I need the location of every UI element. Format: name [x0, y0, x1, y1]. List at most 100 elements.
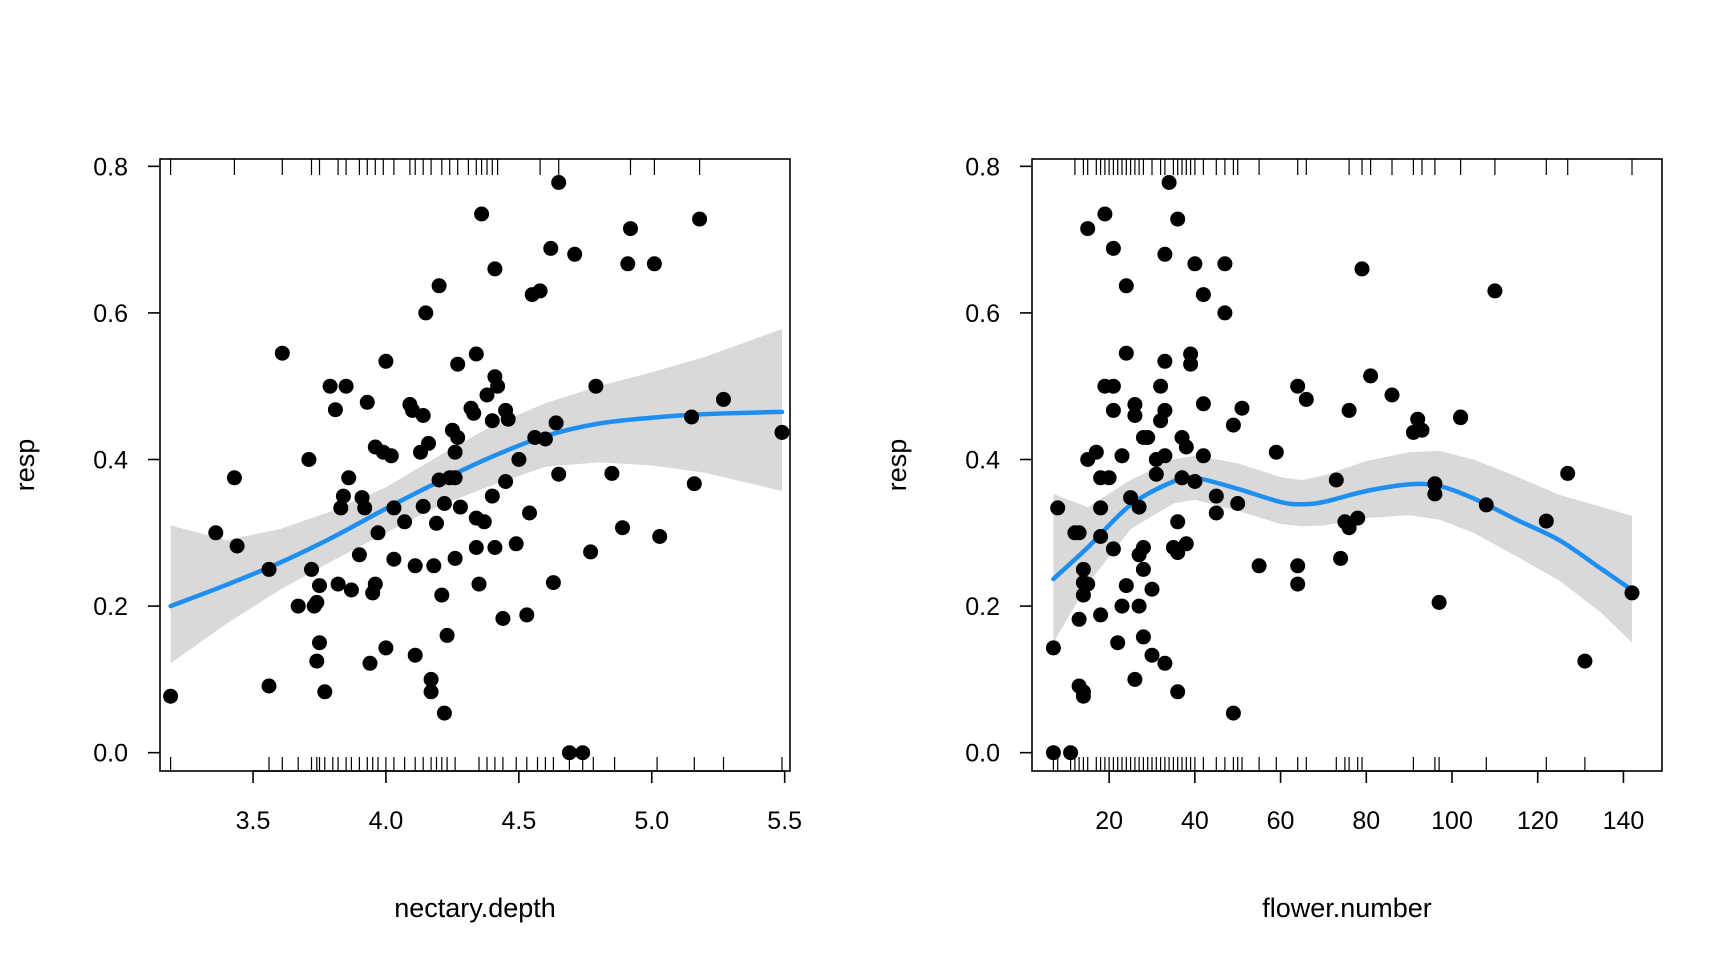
data-point	[1187, 256, 1203, 272]
data-point	[322, 378, 338, 394]
data-point	[1170, 684, 1186, 700]
data-point	[327, 402, 343, 418]
data-point	[692, 211, 708, 227]
data-point	[1118, 278, 1134, 294]
data-point	[359, 394, 375, 410]
data-point	[1268, 444, 1284, 460]
data-point	[1170, 211, 1186, 227]
data-point	[490, 378, 506, 394]
data-point	[1328, 472, 1344, 488]
data-point	[1414, 422, 1430, 438]
data-point	[1140, 430, 1156, 445]
y-tick-label: 0.8	[965, 153, 1000, 181]
data-point	[343, 582, 359, 598]
data-point	[226, 470, 242, 486]
y-tick-label: 0.0	[93, 740, 128, 768]
data-point	[1333, 550, 1349, 566]
data-point	[274, 345, 290, 361]
data-point	[1341, 402, 1357, 418]
smooth-fit-line	[168, 409, 785, 609]
data-point	[397, 514, 413, 530]
data-point	[498, 474, 514, 489]
plot-marks	[163, 159, 790, 771]
data-point	[423, 671, 439, 687]
y-tick-label: 0.6	[965, 300, 1000, 328]
data-point	[1144, 647, 1160, 663]
data-point	[474, 206, 490, 222]
axes: 3.5 4.0 4.5 5.0 5.5 0.0 0.2 0.4 0.6 0.8	[93, 153, 802, 835]
data-point	[522, 505, 537, 521]
y-axis-label: resp	[882, 439, 912, 492]
data-point	[423, 684, 439, 700]
y-axis-label: resp	[10, 439, 40, 492]
data-point	[1234, 400, 1250, 416]
data-point	[362, 655, 378, 671]
data-point	[1427, 476, 1443, 492]
data-point	[407, 647, 423, 663]
data-point	[583, 544, 599, 560]
data-point	[548, 415, 564, 431]
data-point	[1071, 525, 1087, 541]
data-point	[1427, 486, 1443, 502]
data-point	[1230, 496, 1246, 511]
data-point	[1157, 655, 1173, 671]
data-point	[317, 684, 333, 700]
data-point	[1071, 611, 1087, 627]
data-point	[1431, 594, 1447, 610]
data-point	[1105, 402, 1121, 418]
data-point	[1127, 397, 1143, 412]
data-point	[1157, 448, 1173, 464]
data-point	[333, 500, 349, 516]
data-point	[383, 448, 399, 464]
data-point	[545, 575, 561, 591]
data-point	[421, 435, 436, 451]
data-point	[351, 547, 367, 563]
confidence-band-area	[170, 329, 783, 664]
data-point	[1478, 497, 1494, 513]
x-tick-label: 80	[1352, 807, 1380, 835]
data-point	[551, 175, 567, 190]
data-point	[508, 536, 524, 552]
data-point	[1045, 640, 1061, 656]
data-point	[1290, 378, 1306, 394]
data-point	[341, 470, 357, 486]
data-point	[1183, 356, 1199, 372]
data-point	[309, 653, 325, 669]
data-point	[386, 500, 402, 516]
data-point	[684, 409, 700, 425]
data-point	[1118, 578, 1134, 594]
data-point	[434, 587, 450, 603]
data-point	[1363, 368, 1379, 384]
data-point	[1298, 391, 1314, 407]
data-point	[1093, 529, 1109, 544]
data-point	[1577, 653, 1593, 669]
data-point	[686, 476, 702, 492]
data-point	[1135, 540, 1151, 555]
panel-nectary-depth: 3.5 4.0 4.5 5.0 5.5 0.0 0.2 0.4 0.6 0.8 nectary.d…	[10, 153, 802, 923]
data-point	[1354, 261, 1370, 277]
data-point	[1105, 541, 1121, 557]
data-point	[588, 378, 604, 394]
data-point	[511, 452, 527, 467]
data-point	[1384, 387, 1400, 403]
data-point	[290, 598, 306, 614]
data-point	[415, 498, 431, 514]
data-point	[261, 561, 277, 577]
data-point	[447, 470, 463, 486]
data-point	[1341, 520, 1357, 536]
data-point	[532, 283, 548, 299]
x-tick-label: 4.5	[501, 807, 536, 835]
smooth-fit-line	[1051, 474, 1635, 593]
data-point	[575, 745, 591, 761]
data-point	[1105, 378, 1121, 394]
data-point	[500, 411, 516, 427]
data-point	[1217, 305, 1233, 321]
data-point	[471, 576, 487, 592]
x-tick-label: 5.5	[767, 807, 802, 835]
x-tick-label: 120	[1517, 807, 1559, 835]
data-point	[604, 465, 620, 481]
data-point	[1195, 396, 1211, 412]
data-point	[1157, 353, 1173, 369]
x-axis-label: flower.number	[1262, 893, 1432, 923]
data-point	[495, 611, 511, 626]
